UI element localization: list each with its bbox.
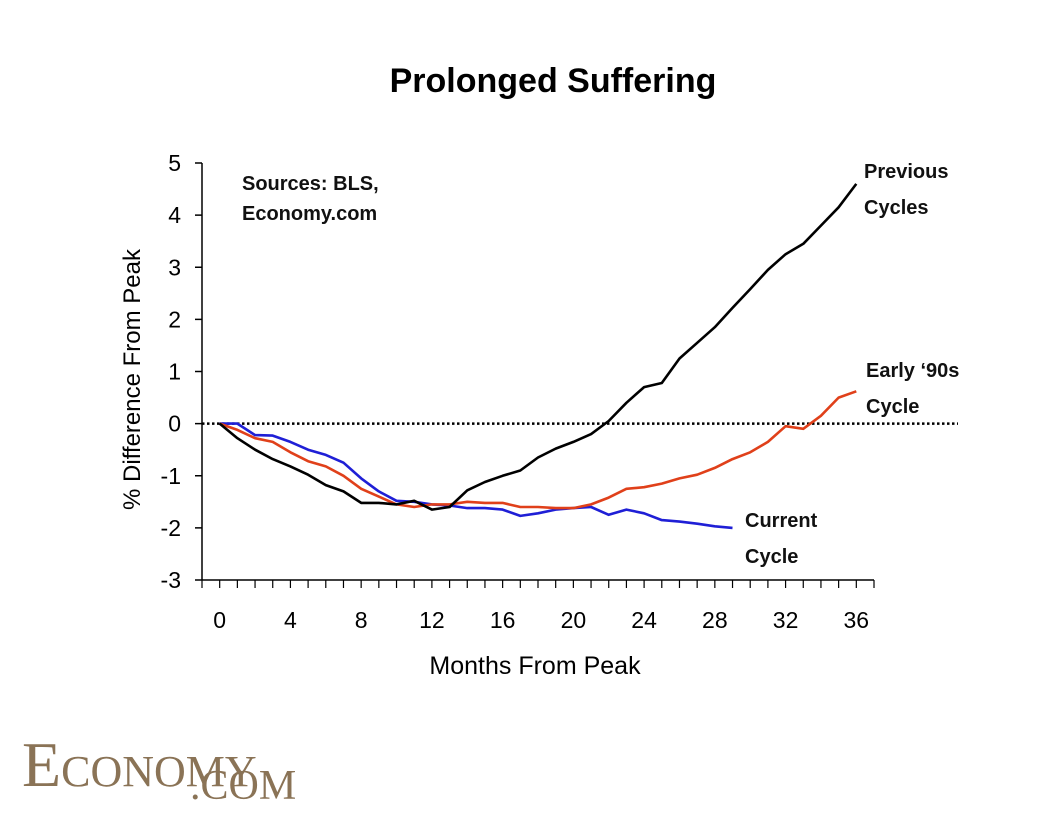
x-tick-label: 0: [213, 607, 226, 633]
series-line-current-cycle: [219, 422, 733, 530]
label-current-cycle-line-1: Current: [745, 510, 818, 532]
label-current-cycle-line-2: Cycle: [745, 546, 799, 568]
y-tick-label: -2: [161, 515, 181, 541]
x-tick-label: 32: [773, 607, 799, 633]
chart-title: Prolonged Suffering: [389, 62, 717, 100]
y-tick-label: 5: [168, 150, 181, 176]
label-early-90s-cycle-line-1: Early ‘90s: [866, 360, 960, 382]
sources-line-2: Economy.com: [242, 203, 378, 225]
x-tick-label: 8: [355, 607, 368, 633]
label-previous-cycles-line-1: Previous: [864, 161, 949, 183]
x-tick-label: 12: [419, 607, 445, 633]
x-axis-title: Months From Peak: [429, 652, 641, 680]
x-tick-label: 24: [631, 607, 657, 633]
y-tick-label: 1: [168, 359, 181, 385]
sources-line-1: Sources: BLS,: [242, 173, 379, 195]
x-tick-label: 36: [844, 607, 870, 633]
logo-word: CONOMY: [61, 747, 257, 796]
logo-initial: E: [22, 729, 62, 800]
x-tick-label: 4: [284, 607, 297, 633]
label-early-90s-cycle: Early ‘90s Cycle: [866, 353, 959, 425]
x-tick-label: 20: [561, 607, 587, 633]
label-current-cycle: Current Cycle: [745, 503, 817, 575]
label-previous-cycles-line-2: Cycles: [864, 197, 929, 219]
label-previous-cycles: Previous Cycles: [864, 154, 948, 226]
series-line-early-90s-cycle: [219, 390, 857, 510]
y-tick-label: 3: [168, 254, 181, 280]
label-early-90s-cycle-line-2: Cycle: [866, 396, 920, 418]
series-line-previous-cycles: [218, 183, 858, 511]
y-tick-label: 2: [168, 306, 181, 332]
logo-suffix: .COM: [190, 763, 297, 809]
economy-com-logo: ECONOMY .COM: [22, 728, 296, 809]
x-tick-label: 28: [702, 607, 728, 633]
y-axis-title: % Difference From Peak: [119, 248, 146, 510]
sources-annotation: Sources: BLS, Economy.com: [242, 166, 379, 232]
y-tick-label: 0: [168, 411, 181, 437]
y-tick-label: -1: [161, 463, 181, 489]
x-tick-label: 16: [490, 607, 516, 633]
y-tick-label: -3: [161, 567, 181, 593]
y-tick-label: 4: [168, 202, 181, 228]
